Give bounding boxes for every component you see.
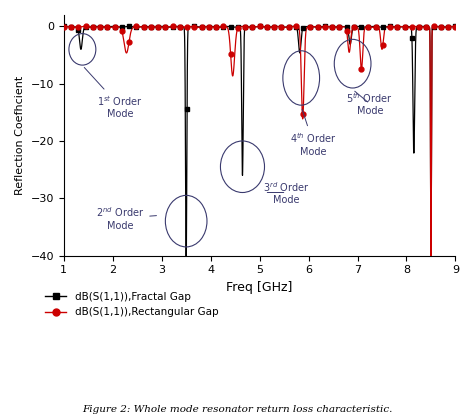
Text: 2$^{nd}$ Order
Mode: 2$^{nd}$ Order Mode (96, 206, 156, 231)
Legend: dB(S(1,1)),Fractal Gap, dB(S(1,1)),Rectangular Gap: dB(S(1,1)),Fractal Gap, dB(S(1,1)),Recta… (46, 292, 219, 317)
Text: Figure 2: Whole mode resonator return loss characteristic.: Figure 2: Whole mode resonator return lo… (82, 405, 392, 414)
X-axis label: Freq [GHz]: Freq [GHz] (227, 281, 293, 294)
Text: 5$^{th}$ Order
Mode: 5$^{th}$ Order Mode (346, 91, 393, 117)
Text: 3$^{rd}$ Order
Mode: 3$^{rd}$ Order Mode (263, 180, 310, 205)
Text: 4$^{th}$ Order
Mode: 4$^{th}$ Order Mode (290, 109, 337, 156)
Text: 1$^{st}$ Order
Mode: 1$^{st}$ Order Mode (84, 67, 143, 119)
Y-axis label: Reflection Coefhcient: Reflection Coefhcient (15, 76, 25, 195)
